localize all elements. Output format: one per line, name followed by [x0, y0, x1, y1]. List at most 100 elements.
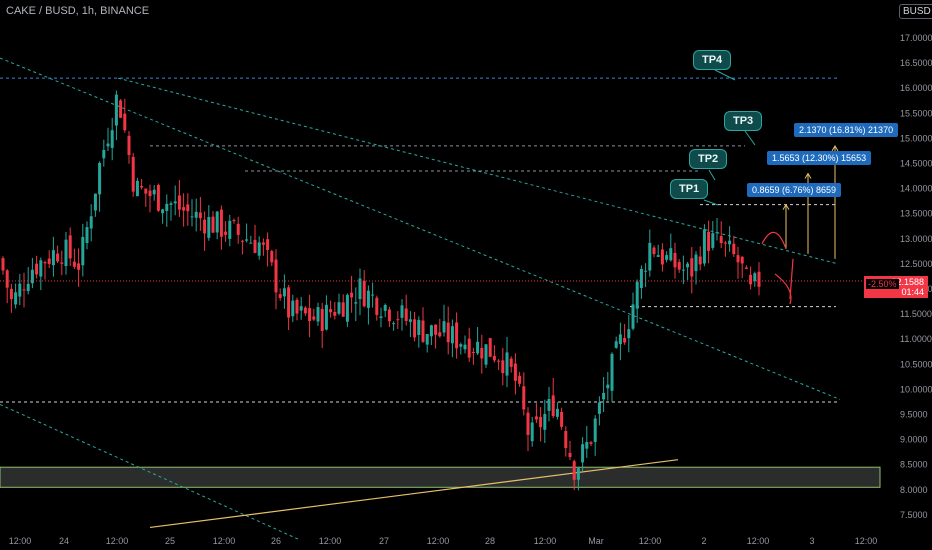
- candle-body: [534, 416, 538, 420]
- candle-body: [740, 256, 744, 264]
- candle-body: [711, 233, 715, 248]
- candle-body: [505, 352, 509, 376]
- candle-body: [723, 242, 727, 244]
- bar-countdown: 01:44: [901, 287, 924, 297]
- candle-body: [140, 186, 144, 188]
- candle-body: [127, 135, 131, 156]
- candle-body: [623, 338, 627, 343]
- candle-body: [383, 305, 387, 311]
- candle-body: [635, 281, 639, 309]
- candle-body: [404, 308, 408, 321]
- candle-body: [421, 320, 425, 342]
- candle-body: [459, 344, 463, 347]
- y-tick-label: 11.5000: [900, 309, 932, 319]
- y-tick-label: 16.5000: [900, 58, 932, 68]
- candle-body: [232, 220, 236, 222]
- candle-body: [72, 261, 76, 267]
- candle-body: [22, 289, 26, 291]
- candle-body: [144, 188, 148, 194]
- candle-body: [341, 302, 345, 317]
- candle-body: [148, 190, 152, 197]
- candle-body: [169, 203, 173, 205]
- candle-body: [686, 263, 690, 268]
- y-tick-label: 16.0000: [900, 83, 932, 93]
- candle-body: [555, 408, 559, 417]
- measure-label-2: 1.5653 (12.30%) 15653: [767, 151, 872, 165]
- candle-body: [576, 468, 580, 480]
- measure-arrowhead-3: [831, 144, 839, 152]
- candle-body: [568, 452, 572, 457]
- candle-body: [119, 100, 123, 118]
- candle-body: [270, 251, 274, 263]
- y-tick-label: 13.0000: [900, 234, 932, 244]
- candle-body: [39, 260, 43, 277]
- candle-body: [396, 319, 400, 321]
- x-tick-label: 12:00: [319, 536, 342, 546]
- candle-body: [547, 398, 551, 411]
- x-tick-label: 12:00: [534, 536, 557, 546]
- candle-body: [702, 229, 706, 264]
- symbol-title: CAKE / BUSD, 1h, BINANCE: [6, 5, 150, 17]
- candle-body: [14, 292, 18, 305]
- tp-pointer-1: [714, 69, 736, 81]
- candle-body: [43, 262, 47, 264]
- x-tick-label: 12:00: [427, 536, 450, 546]
- x-tick-label: 24: [59, 536, 69, 546]
- x-tick-label: 12:00: [747, 536, 770, 546]
- candle-body: [333, 311, 337, 316]
- y-tick-label: 17.0000: [900, 33, 932, 43]
- candle-body: [564, 431, 568, 448]
- x-tick-label: 28: [485, 536, 495, 546]
- candle-body: [681, 269, 685, 271]
- x-tick-label: 27: [379, 536, 389, 546]
- y-tick-label: 7.5000: [900, 510, 928, 520]
- candle-body: [18, 283, 22, 297]
- candle-body: [316, 307, 320, 322]
- candle-body: [450, 326, 454, 344]
- candle-body: [707, 231, 711, 251]
- candle-body: [744, 267, 748, 269]
- price-change: -2.50%: [866, 279, 899, 289]
- candle-body: [186, 204, 190, 212]
- candle-body: [736, 255, 740, 263]
- candle-body: [429, 325, 433, 337]
- currency-badge[interactable]: BUSD: [899, 4, 932, 19]
- candle-body: [253, 239, 257, 253]
- candle-body: [81, 236, 85, 266]
- candle-body: [455, 322, 459, 349]
- y-tick-label: 8.5000: [900, 460, 928, 470]
- x-tick-label: 2: [701, 536, 706, 546]
- candle-body: [484, 344, 488, 365]
- candle-body: [198, 212, 202, 219]
- candle-body: [728, 240, 732, 245]
- candle-body: [543, 413, 547, 430]
- candle-body: [463, 344, 467, 350]
- candle-body: [715, 232, 719, 234]
- candle-body: [299, 306, 303, 311]
- candle-body: [215, 211, 219, 233]
- candle-body: [211, 216, 215, 233]
- x-tick-label: 12:00: [213, 536, 236, 546]
- measure-label-1: 0.8659 (6.76%) 8659: [747, 183, 842, 197]
- candle-body: [408, 319, 412, 322]
- candle-body: [131, 156, 135, 192]
- candle-body: [207, 217, 211, 238]
- candle-body: [749, 274, 753, 285]
- candle-body: [757, 271, 761, 287]
- candle-body: [261, 242, 265, 245]
- candle-body: [287, 287, 291, 318]
- candle-body: [26, 283, 30, 292]
- candle-body: [434, 324, 438, 335]
- candle-body: [513, 363, 517, 381]
- candle-body: [371, 294, 375, 296]
- candle-body: [471, 351, 475, 353]
- candle-body: [224, 231, 228, 235]
- candle-body: [366, 290, 370, 308]
- support-zone: [0, 466, 881, 488]
- trendline-upper: [0, 57, 841, 400]
- candle-body: [602, 392, 606, 400]
- candle-body: [68, 235, 72, 259]
- candle-body: [581, 444, 585, 463]
- candle-body: [60, 262, 64, 264]
